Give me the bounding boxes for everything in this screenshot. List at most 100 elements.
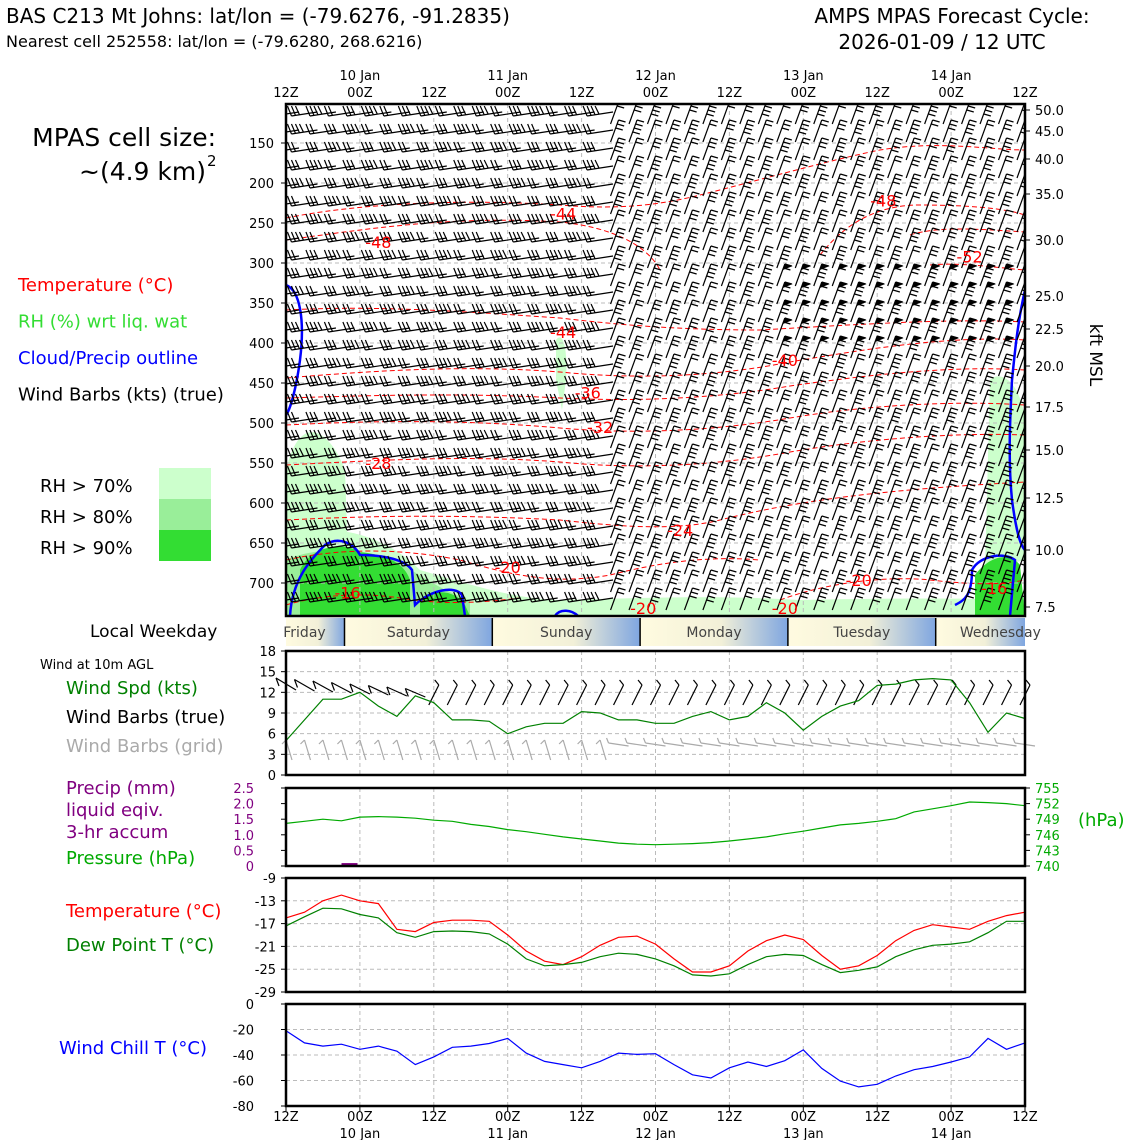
temp-contour-label-15: -20: [772, 599, 798, 618]
wind-barb: [887, 119, 903, 143]
wind-barb: [739, 281, 756, 305]
wind-barb-grid: [864, 737, 888, 747]
wind-barb: [961, 104, 977, 125]
wind-barb: [582, 465, 614, 477]
wind-barb: [961, 335, 978, 359]
wind-barb: [997, 389, 1014, 413]
wind-barb: [776, 587, 792, 611]
wind-barb: [757, 353, 774, 377]
wind-barb: [720, 245, 737, 269]
bottom-hour-label-0: 12Z: [273, 1110, 299, 1125]
wind-barb: [646, 335, 663, 359]
cloud-outline-small: [553, 609, 579, 616]
wind-barb: [979, 497, 996, 521]
wind-barb: [979, 371, 996, 395]
wind-barb: [887, 227, 903, 251]
wind-barb: [665, 533, 682, 557]
wind-barb: [887, 569, 903, 593]
wind-barb: [905, 497, 922, 521]
wind-barb-grid: [827, 737, 851, 747]
wind-barb: [683, 137, 700, 161]
figure-title-right-2: 2026-01-09 / 12 UTC: [838, 30, 1045, 54]
wind-barb: [379, 573, 410, 585]
figure-title-right-1: AMPS MPAS Forecast Cycle:: [814, 4, 1089, 28]
wind-barb: [813, 104, 829, 125]
wind-barb: [609, 263, 626, 287]
wind-barb: [979, 299, 997, 323]
wind-barb: [979, 281, 997, 305]
wind-barb: [979, 137, 996, 161]
wind-barb: [776, 407, 792, 431]
wind-barb: [961, 371, 977, 395]
wind-barb: [831, 155, 848, 179]
wind-barb: [813, 533, 829, 557]
precip-legend-0: Precip (mm): [66, 778, 176, 799]
wind-barb: [942, 425, 959, 449]
weekday-band-0: [286, 618, 345, 646]
weekday-strip: Friday Saturday Sunday Monday Tuesday Wednesd…: [90, 618, 1041, 646]
wind-barb: [665, 371, 682, 395]
wind-barb: [757, 245, 774, 269]
wind-barb: [924, 104, 940, 125]
time-axis-top: 12Z 00Z 10 Jan 12Z 00Z 11 Jan 12Z 00Z 12 Jan 12Z 0…: [273, 69, 1038, 101]
wind-barb: [961, 119, 977, 143]
wind-barb: [683, 407, 700, 431]
wind-barb: [757, 173, 774, 197]
bottom-hour-label-7: 00Z: [791, 1110, 817, 1125]
wind-barb: [905, 533, 922, 557]
wind-barb: [665, 209, 682, 233]
wind-barb: [646, 137, 663, 161]
wind-barb: [997, 371, 1014, 395]
wind-barb: [702, 461, 719, 485]
wind-barb: [416, 375, 447, 387]
wind-barb: [905, 461, 922, 485]
wind-barb: [628, 389, 645, 413]
wind-barb: [905, 425, 922, 449]
wind-barb: [813, 371, 829, 395]
temp-contour-1: [286, 219, 661, 271]
upper-left-tick-label-7: 500: [249, 417, 274, 432]
wind-barb: [739, 317, 756, 341]
wind-barb: [813, 173, 829, 197]
wind-barb: [942, 104, 959, 125]
wind-barb: [527, 159, 558, 171]
wind-barb: [850, 515, 866, 539]
wind-barb-grid: [772, 737, 795, 747]
top-hour-label-6: 12Z: [717, 86, 743, 101]
weekday-label-1: Saturday: [387, 625, 450, 641]
weekday-axis-label: Local Weekday: [90, 622, 217, 642]
wind-barb: [665, 299, 682, 323]
wind-barb: [702, 533, 719, 557]
wind-barb: [776, 443, 792, 467]
wind-barb: [961, 461, 977, 485]
upper-air-plot-area: -44 -48 -48 -52 -44 -40 -36 -32 -28 -24 -20 -20 -16 -…: [286, 104, 1025, 618]
wind-barb: [665, 191, 682, 215]
rh70-column: [556, 337, 567, 410]
cell-size-line2: ~(4.9 km): [79, 157, 206, 186]
wind-barb: [997, 533, 1014, 557]
pressure-line: [285, 801, 1026, 846]
wind-barb: [646, 497, 663, 521]
wind-barb: [628, 569, 645, 593]
wind-barb: [665, 137, 682, 161]
bottom-date-label-7: 13 Jan: [783, 1127, 824, 1140]
wind-barb-grid: [558, 739, 570, 761]
wind-barb: [979, 335, 997, 359]
bottom-hour-label-6: 12Z: [717, 1110, 743, 1125]
wind-panel-header: Wind at 10m AGL: [40, 658, 154, 673]
wind-barb: [942, 191, 959, 215]
wind-barb: [683, 191, 700, 215]
bottom-hour-label-9: 00Z: [938, 1110, 964, 1125]
wind-barb: [887, 155, 903, 179]
precip-legend-2: 3-hr accum: [66, 822, 168, 843]
wind-barb: [868, 587, 885, 611]
wind-barb: [527, 411, 558, 423]
wind-barb: [739, 461, 756, 485]
wind-barb: [683, 119, 700, 143]
wind-barb: [850, 191, 866, 215]
wind-barb: [887, 515, 903, 539]
wind-barb: [850, 443, 866, 467]
wind-barb: [997, 335, 1015, 359]
wind-speed-line: [285, 677, 1026, 741]
wind-barb-grid: [392, 739, 404, 761]
